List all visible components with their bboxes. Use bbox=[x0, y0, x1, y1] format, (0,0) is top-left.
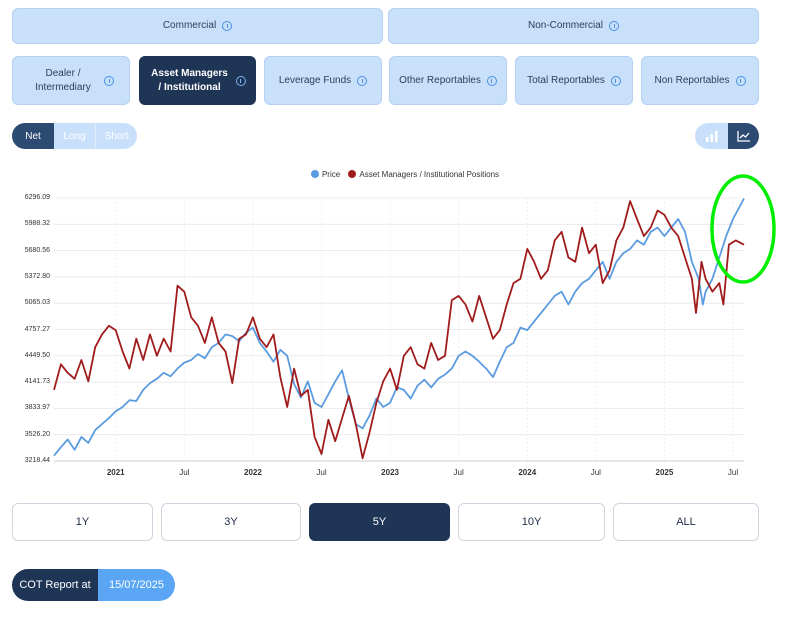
range-10y-button[interactable]: 10Y bbox=[458, 503, 605, 541]
x-tick-label: 2024 bbox=[518, 468, 537, 477]
tab-label: Dealer / Intermediary bbox=[35, 67, 91, 93]
tab-asset-managers[interactable]: Asset Managers / Institutional bbox=[139, 56, 256, 105]
tab-other-reportables[interactable]: Other Reportables bbox=[389, 56, 507, 105]
highlight-ellipse bbox=[710, 174, 776, 284]
range-1y-button[interactable]: 1Y bbox=[12, 503, 153, 541]
legend-swatch bbox=[348, 170, 357, 178]
cot-report-label: COT Report at bbox=[12, 569, 98, 601]
y-tick-label: 5372.80 bbox=[24, 272, 50, 280]
chart-legend: Price Asset Managers / Institutional Pos… bbox=[0, 170, 810, 179]
y-tick-label: 4449.50 bbox=[24, 351, 50, 359]
info-icon[interactable] bbox=[357, 75, 368, 86]
tab-label: Asset Managers / Institutional bbox=[151, 67, 228, 93]
line-chart-toggle[interactable] bbox=[728, 123, 759, 149]
tab-non-reportables[interactable]: Non Reportables bbox=[641, 56, 759, 105]
toggle-net[interactable]: Net bbox=[12, 123, 54, 149]
y-tick-label: 3218.44 bbox=[24, 457, 50, 464]
tab-non-commercial[interactable]: Non-Commercial bbox=[388, 8, 759, 44]
x-tick-label: Jul bbox=[316, 468, 327, 477]
tab-leverage-funds[interactable]: Leverage Funds bbox=[264, 56, 382, 105]
x-tick-label: 2023 bbox=[381, 468, 399, 477]
legend-swatch bbox=[310, 170, 319, 178]
y-tick-label: 5680.56 bbox=[24, 246, 50, 254]
info-icon[interactable] bbox=[486, 75, 497, 86]
y-tick-label: 5988.32 bbox=[24, 220, 50, 228]
range-all-button[interactable]: ALL bbox=[613, 503, 759, 541]
legend-item-positions[interactable]: Asset Managers / Institutional Positions bbox=[348, 170, 499, 179]
y-tick-label: 5065.03 bbox=[24, 299, 50, 307]
bar-chart-icon bbox=[705, 131, 717, 142]
y-tick-label: 6296.09 bbox=[24, 194, 50, 201]
info-icon[interactable] bbox=[104, 75, 114, 86]
y-tick-label: 3526.20 bbox=[24, 430, 50, 438]
bar-chart-toggle[interactable] bbox=[695, 123, 728, 149]
info-icon[interactable] bbox=[222, 21, 233, 31]
toggle-long[interactable]: Long bbox=[54, 123, 96, 149]
info-icon[interactable] bbox=[735, 75, 746, 86]
tab-label: Non Reportables bbox=[654, 74, 730, 86]
y-tick-label: 3833.97 bbox=[24, 404, 50, 412]
x-tick-label: 2025 bbox=[655, 468, 674, 477]
tab-total-reportables[interactable]: Total Reportables bbox=[515, 56, 633, 105]
x-tick-label: 2022 bbox=[244, 468, 262, 477]
x-tick-label: Jul bbox=[453, 468, 464, 477]
tab-label: Other Reportables bbox=[399, 74, 481, 86]
x-tick-label: 2021 bbox=[106, 468, 125, 477]
x-tick-label: Jul bbox=[179, 468, 190, 477]
legend-item-price[interactable]: Price bbox=[310, 170, 341, 179]
legend-label: Asset Managers / Institutional Positions bbox=[359, 170, 500, 179]
range-3y-button[interactable]: 3Y bbox=[161, 503, 301, 541]
info-icon[interactable] bbox=[235, 75, 246, 86]
x-tick-label: Jul bbox=[727, 468, 739, 477]
line-chart-icon bbox=[736, 131, 750, 142]
cot-report-date[interactable]: 15/07/2025 bbox=[98, 569, 175, 601]
tab-label: Leverage Funds bbox=[278, 74, 352, 86]
positions-series-line bbox=[53, 200, 745, 460]
y-tick-label: 4141.73 bbox=[24, 378, 50, 386]
range-5y-button[interactable]: 5Y bbox=[309, 503, 450, 541]
tab-label: Total Reportables bbox=[527, 74, 605, 86]
x-tick-label: Jul bbox=[590, 468, 601, 477]
y-tick-label: 4757.27 bbox=[24, 325, 50, 333]
tab-label: Commercial bbox=[162, 20, 217, 31]
tab-label: Non-Commercial bbox=[527, 20, 603, 31]
price-series-line bbox=[53, 198, 745, 457]
tab-commercial[interactable]: Commercial bbox=[12, 8, 383, 44]
legend-label: Price bbox=[321, 170, 341, 179]
toggle-short[interactable]: Short bbox=[96, 123, 137, 149]
info-icon[interactable] bbox=[609, 21, 619, 31]
tab-dealer-intermediary[interactable]: Dealer / Intermediary bbox=[12, 56, 130, 105]
info-icon[interactable] bbox=[610, 75, 621, 86]
